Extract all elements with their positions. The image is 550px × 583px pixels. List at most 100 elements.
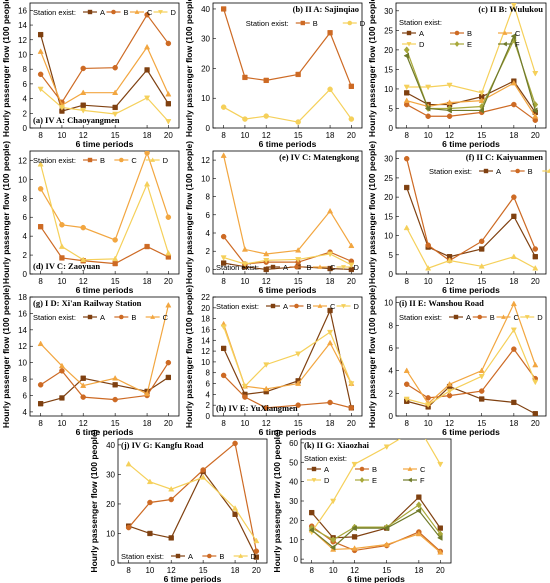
data-point-C [263,385,270,392]
data-point-D [348,381,355,387]
data-point-D [425,402,432,408]
legend-marker-E [454,41,460,47]
x-axis-title: 6 time periods [76,139,134,149]
y-tick-label: 4 [389,367,394,376]
data-point-A [147,530,153,537]
legend: Station exist: B C D [33,156,169,165]
x-tick-label: 20 [531,131,540,140]
data-point-F [532,107,538,114]
x-tick-label: 20 [531,419,540,428]
data-point-D [425,264,432,271]
x-tick-label: 20 [347,419,356,428]
legend-prefix: Station exist: [216,302,259,311]
y-tick-label: 0 [389,270,394,279]
data-point-D [242,116,248,122]
data-point-C [327,339,334,346]
legend-marker-B [359,466,365,472]
data-point-D [403,224,410,231]
series-line-A [223,262,352,271]
data-point-A [220,260,227,266]
data-point-D [295,119,301,125]
data-point-A [144,67,150,73]
series-line-C [406,82,536,117]
y-tick-label: 4 [23,408,28,417]
x-tick-label: 15 [294,131,303,140]
y-axis-title: Hourly passenger flow (100 people) [1,141,11,284]
legend-label-A: A [283,302,288,311]
legend-marker-C [119,157,124,163]
y-tick-label: 30 [106,470,115,479]
y-tick-label: 14 [18,326,27,335]
y-tick-label: 20 [289,516,298,525]
x-tick-label: 8 [221,277,226,286]
data-point-C [112,374,119,381]
data-point-B [403,155,410,162]
data-point-B [112,396,118,403]
data-point-B [112,64,118,71]
y-tick-label: 12 [201,347,210,356]
data-point-B [147,499,153,506]
data-point-A [59,395,65,401]
y-tick-label: 18 [201,315,210,324]
x-tick-label: 10 [145,566,154,575]
data-point-D [220,324,227,331]
series-line-B [223,8,352,87]
data-point-A [479,396,485,402]
legend-marker-A [175,553,181,559]
series-line-F [406,34,536,112]
data-point-D [403,396,410,403]
data-point-B [232,440,238,447]
y-axis-title: Hourly passenger flow (100 people) [1,285,11,428]
x-tick-label: 10 [240,277,249,286]
data-point-A [437,525,443,531]
data-point-A [112,382,118,388]
data-point-D [446,82,453,89]
legend-label-D: D [171,8,177,17]
y-tick-label: 10 [384,232,393,241]
plot-frame [395,296,547,417]
legend-marker-D [150,157,156,162]
legend-label-B: B [490,313,495,322]
y-tick-label: 16 [18,309,27,318]
plot-frame [29,296,180,417]
legend-label-B: B [124,8,129,17]
series-line-B [223,375,352,409]
data-point-C [327,207,334,214]
data-point-B [478,238,485,245]
data-point-D [532,379,539,386]
data-point-C [59,222,65,228]
x-tick-label: 10 [57,419,66,428]
chart-panel-d: 0 2 4 6 8 10 12 8 10 12 15 18 20 6 time periods Hourly… [1,141,180,295]
x-tick-label: 10 [329,566,338,575]
data-point-F [308,526,315,534]
legend-label-D: D [537,313,543,322]
data-point-B [511,101,517,108]
legend-marker-A [483,168,489,174]
data-point-B [242,74,248,81]
y-tick-label: 6 [23,213,28,222]
legend-prefix: Station exist: [33,313,76,322]
y-tick-label: 12 [18,156,27,165]
y-tick-label: 6 [23,80,28,89]
data-point-A [220,345,227,352]
chart-panel-k: 0 10 20 30 40 50 60 8 10 12 15 18 20 6 time periods Ho… [272,429,452,583]
x-tick-label: 12 [262,131,271,140]
data-point-C [165,301,172,308]
data-point-B [446,113,453,120]
data-point-C [532,361,539,368]
series-line-A [406,187,536,258]
x-tick-label: 18 [414,566,423,575]
plot-frame [212,296,363,417]
y-tick-label: 6 [389,344,394,353]
legend-marker-A [87,314,93,320]
legend-prefix: Station exist: [429,167,472,176]
legend-label-C: C [330,263,336,272]
data-point-C [478,367,485,373]
legend-label-D: D [324,476,330,485]
y-tick-label: 10 [201,174,210,183]
x-tick-label: 12 [167,566,176,575]
data-point-C [37,340,44,347]
data-point-B [511,194,517,200]
data-point-D [112,255,119,262]
data-point-B [425,242,431,248]
